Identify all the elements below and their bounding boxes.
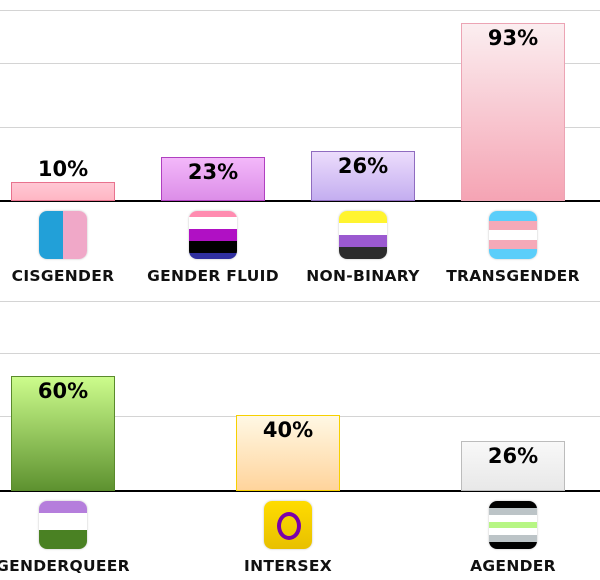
bar-intersex <box>236 414 340 491</box>
flag-stripe <box>489 528 537 536</box>
agender-flag-icon <box>489 501 537 549</box>
transgender-flag-icon <box>489 211 537 259</box>
flag-stripe <box>489 521 537 529</box>
bar-transgender <box>461 23 565 201</box>
flag-stripe <box>339 223 387 235</box>
nonbinary-flag-icon <box>339 211 387 259</box>
flag-stripe <box>489 514 537 522</box>
flag-stripe <box>489 507 537 515</box>
flag-stripe <box>189 253 237 259</box>
category-label: GENDERQUEER <box>0 557 130 575</box>
flag-stripe <box>189 241 237 253</box>
data-label: 26% <box>337 154 389 179</box>
data-label: 10% <box>37 156 89 181</box>
category-label: GENDER FLUID <box>147 267 279 285</box>
bar-agender <box>461 441 565 491</box>
flag-stripe <box>339 247 387 259</box>
gridline <box>0 353 600 354</box>
gridline <box>0 63 600 64</box>
baseline <box>0 200 600 202</box>
data-label: 26% <box>487 444 539 469</box>
bar-gender-fluid <box>161 157 265 201</box>
data-label: 60% <box>37 379 89 404</box>
bar-non-binary <box>311 151 415 201</box>
flag-stripe <box>339 211 387 223</box>
data-label: 40% <box>262 417 314 442</box>
cisgender-flag-icon <box>39 211 87 259</box>
flag-stripe <box>339 235 387 247</box>
flag-stripe <box>489 220 537 231</box>
flag-stripe <box>39 513 87 530</box>
genderfluid-flag-icon <box>189 211 237 259</box>
gridline <box>0 301 600 302</box>
data-label: 93% <box>487 26 539 51</box>
flag-stripe <box>489 535 537 543</box>
flag-stripe <box>489 542 537 549</box>
flag-stripe <box>189 217 237 229</box>
intersex-flag-icon <box>264 501 312 549</box>
flag-stripe <box>489 239 537 250</box>
chart-bottom: 60% GENDERQUEER 40% INTERSEX 26% AGENDER <box>0 290 600 580</box>
flag-stripe <box>39 501 87 513</box>
gridline <box>0 10 600 11</box>
flag-stripe <box>189 229 237 241</box>
flag-stripe <box>189 211 237 217</box>
data-label: 23% <box>187 160 239 185</box>
category-label: CISGENDER <box>11 267 115 285</box>
bar-genderqueer <box>11 376 115 491</box>
flag-stripe <box>39 529 87 549</box>
flag-stripe <box>489 501 537 508</box>
flag-stripe <box>489 211 537 221</box>
flag-stripe <box>489 230 537 240</box>
flag-stripe <box>489 249 537 259</box>
chart-top: 10% CISGENDER 23% GENDER FLUID 26% NON-BINARY… <box>0 10 600 285</box>
category-label: INTERSEX <box>244 557 332 575</box>
category-label: TRANSGENDER <box>446 267 580 285</box>
gridline <box>0 127 600 128</box>
bar-cisgender <box>11 181 115 201</box>
baseline <box>0 490 600 492</box>
category-label: NON-BINARY <box>306 267 420 285</box>
genderqueer-flag-icon <box>39 501 87 549</box>
intersex-ring <box>277 512 301 540</box>
category-label: AGENDER <box>470 557 556 575</box>
